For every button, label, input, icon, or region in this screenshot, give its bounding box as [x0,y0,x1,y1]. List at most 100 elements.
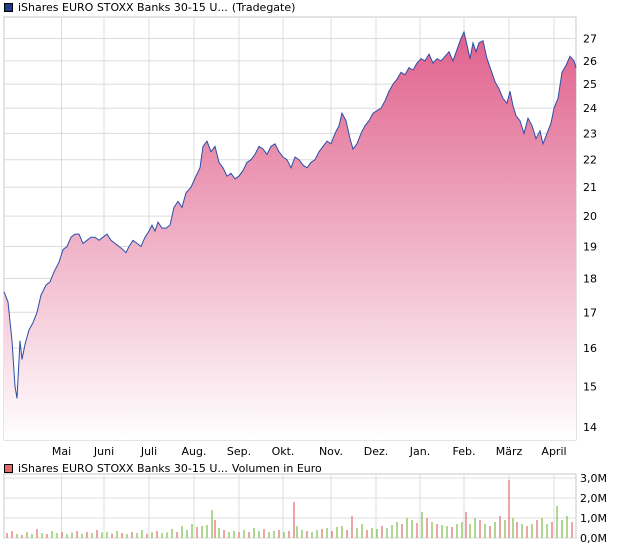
volume-bar [16,534,18,538]
volume-bar [278,530,280,538]
volume-bar [531,524,533,538]
volume-legend-unit: Volumen in Euro [231,462,322,475]
volume-bar [546,524,548,538]
volume-bar [238,532,240,538]
volume-bar [296,526,298,538]
volume-bar [561,520,563,538]
volume-y-tick-label: 2,0M [580,492,607,505]
volume-bar [571,522,573,538]
volume-bar [273,531,275,538]
volume-bar [31,534,33,538]
price-y-tick-label: 19 [583,240,597,253]
volume-bar [465,512,467,538]
price-y-tick-label: 18 [583,272,597,285]
volume-bar [401,524,403,538]
volume-bar [504,520,506,538]
volume-bar [371,528,373,538]
volume-bar [166,532,168,538]
volume-bar [211,510,213,538]
volume-bar [346,530,348,538]
volume-bar [556,506,558,538]
volume-bar [121,533,123,538]
volume-bar [81,533,83,538]
volume-bar [474,518,476,538]
volume-bar [11,531,13,538]
volume-bar [206,525,208,538]
volume-bar [536,520,538,538]
month-label: Jan. [409,445,430,458]
volume-bar [116,531,118,538]
price-panel: 14 15 16 17 18 19 20 21 22 23 24 25 26 27 Mai Juni Juli A… [3,16,597,458]
volume-bar [131,532,133,538]
volume-bar [36,529,38,538]
volume-legend-swatch [4,464,13,473]
volume-bar [76,531,78,538]
volume-bar [96,530,98,538]
volume-bar [499,516,501,538]
volume-bar [411,520,413,538]
volume-bar [288,531,290,538]
volume-bar [446,526,448,538]
price-line [3,30,577,399]
volume-bar [336,527,338,538]
volume-bar [71,532,73,538]
volume-bar [406,518,408,538]
month-label: Juni [93,445,114,458]
volume-bar [421,512,423,538]
volume-bar [426,518,428,538]
volume-y-tick-label: 1,0M [580,512,607,525]
volume-bar [321,529,323,538]
month-label: April [541,445,566,458]
volume-bar [494,522,496,538]
volume-bar [512,518,514,538]
volume-bar [326,528,328,538]
volume-bar [526,526,528,538]
volume-bar [361,524,363,538]
volume-bar [61,532,63,538]
month-label: Dez. [364,445,389,458]
volume-bar [521,524,523,538]
price-y-tick-label: 26 [583,55,597,68]
volume-bar [356,528,358,538]
volume-bar [91,533,93,538]
volume-bar [484,524,486,538]
volume-bar [456,524,458,538]
volume-y-tick-label: 0,0M [580,532,607,545]
volume-bar [479,520,481,538]
price-y-tick-label: 14 [583,421,597,434]
volume-bar [351,516,353,538]
volume-bar [86,532,88,538]
volume-bar [41,533,43,538]
volume-bar [566,516,568,538]
price-y-tick-label: 21 [583,181,597,194]
month-label: Okt. [272,445,295,458]
volume-legend-name: iShares EURO STOXX Banks 30-15 U... [18,462,228,475]
volume-bar [541,518,543,538]
volume-bar [46,534,48,538]
volume-bar [218,528,220,538]
volume-bar [151,532,153,538]
volume-bar [161,533,163,538]
price-legend-venue: (Tradegate) [231,1,296,14]
volume-bar [508,480,510,538]
price-y-tick-label: 24 [583,102,597,115]
price-area [4,32,576,440]
volume-bar [141,530,143,538]
month-label: Mai [52,445,71,458]
volume-bar [228,532,230,538]
price-y-tick-label: 25 [583,78,597,91]
volume-bar [436,524,438,538]
volume-bar [551,522,553,538]
volume-bar [171,529,173,538]
volume-bar [26,532,28,538]
volume-bar [391,525,393,538]
volume-bar [301,530,303,538]
volume-bar [331,531,333,538]
volume-bar [201,526,203,538]
volume-bar [341,526,343,538]
price-legend-name: iShares EURO STOXX Banks 30-15 U... [18,1,228,14]
volume-bar [268,532,270,538]
volume-bar [181,526,183,538]
month-label: Aug. [182,445,207,458]
